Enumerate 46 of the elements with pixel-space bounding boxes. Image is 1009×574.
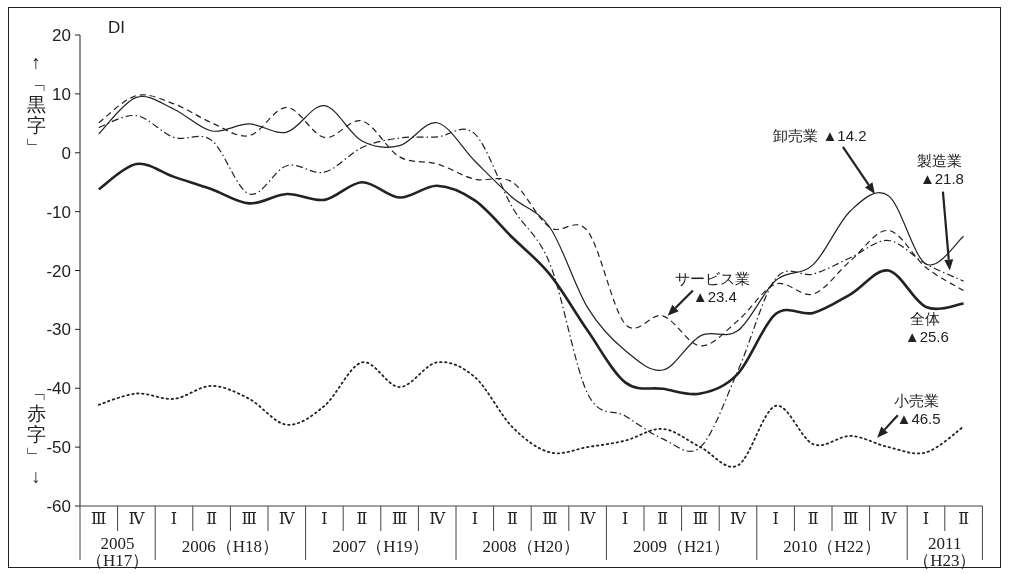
annotation: サービス業 ▲23.4: [675, 269, 751, 305]
text: ↑「黒字」: [25, 52, 46, 156]
y-axis-title: DI: [108, 18, 125, 37]
x-tick-label: Ⅲ: [692, 510, 709, 527]
annotation: 卸売業 ▲14.2: [773, 126, 867, 144]
x-tick-label: Ⅳ: [128, 510, 146, 527]
x-tick-label: Ⅱ: [657, 510, 669, 527]
y-tick-label: -10: [46, 202, 71, 222]
x-tick-label: Ⅱ: [807, 510, 819, 527]
x-tick-label: Ⅲ: [241, 510, 257, 527]
y-tick-label: 10: [52, 84, 71, 104]
y-tick-label: -30: [46, 320, 71, 340]
text: 2009（H21）: [632, 537, 731, 556]
x-tick-label: Ⅰ: [622, 510, 629, 527]
y-tick-label: -20: [46, 261, 71, 281]
x-tick-label: Ⅱ: [356, 510, 368, 527]
x-tick-label: Ⅲ: [843, 510, 859, 527]
x-tick-label: Ⅳ: [730, 510, 748, 527]
x-tick-label: Ⅳ: [579, 510, 597, 527]
text: 2008（H20）: [482, 537, 580, 556]
x-tick-label: Ⅱ: [506, 510, 518, 527]
x-tick-label: Ⅲ: [542, 510, 558, 527]
y-tick-label: -40: [46, 379, 71, 399]
y-tick-label: 20: [52, 26, 71, 45]
x-tick-label: Ⅳ: [880, 510, 898, 527]
x-tick-label: Ⅳ: [429, 510, 447, 527]
x-tick-label: Ⅲ: [91, 510, 107, 527]
annotation: 製造業 ▲21.8: [917, 151, 964, 187]
annotation: 小売業 ▲46.5: [894, 391, 941, 427]
x-tick-label: Ⅳ: [278, 510, 296, 527]
y-tick-label: 0: [61, 143, 71, 163]
x-tick-label: Ⅰ: [471, 510, 478, 527]
text: 2007（H19）: [332, 537, 430, 556]
x-tick-label: Ⅱ: [958, 510, 970, 527]
annotation: 全体 ▲25.6: [904, 310, 949, 346]
x-tick-label: Ⅰ: [321, 510, 328, 527]
text: 「赤字」↓: [25, 382, 46, 487]
x-tick-label: Ⅰ: [170, 510, 178, 527]
text: 2006（H18）: [181, 537, 280, 556]
x-tick-label: Ⅰ: [772, 510, 779, 527]
x-tick-label: Ⅰ: [922, 510, 930, 527]
y-tick-label: -50: [46, 438, 71, 458]
text: 2010（H22）: [783, 537, 881, 556]
x-tick-label: Ⅲ: [391, 510, 408, 527]
x-tick-label: Ⅱ: [206, 510, 218, 527]
y-tick-label: -60: [46, 497, 71, 516]
